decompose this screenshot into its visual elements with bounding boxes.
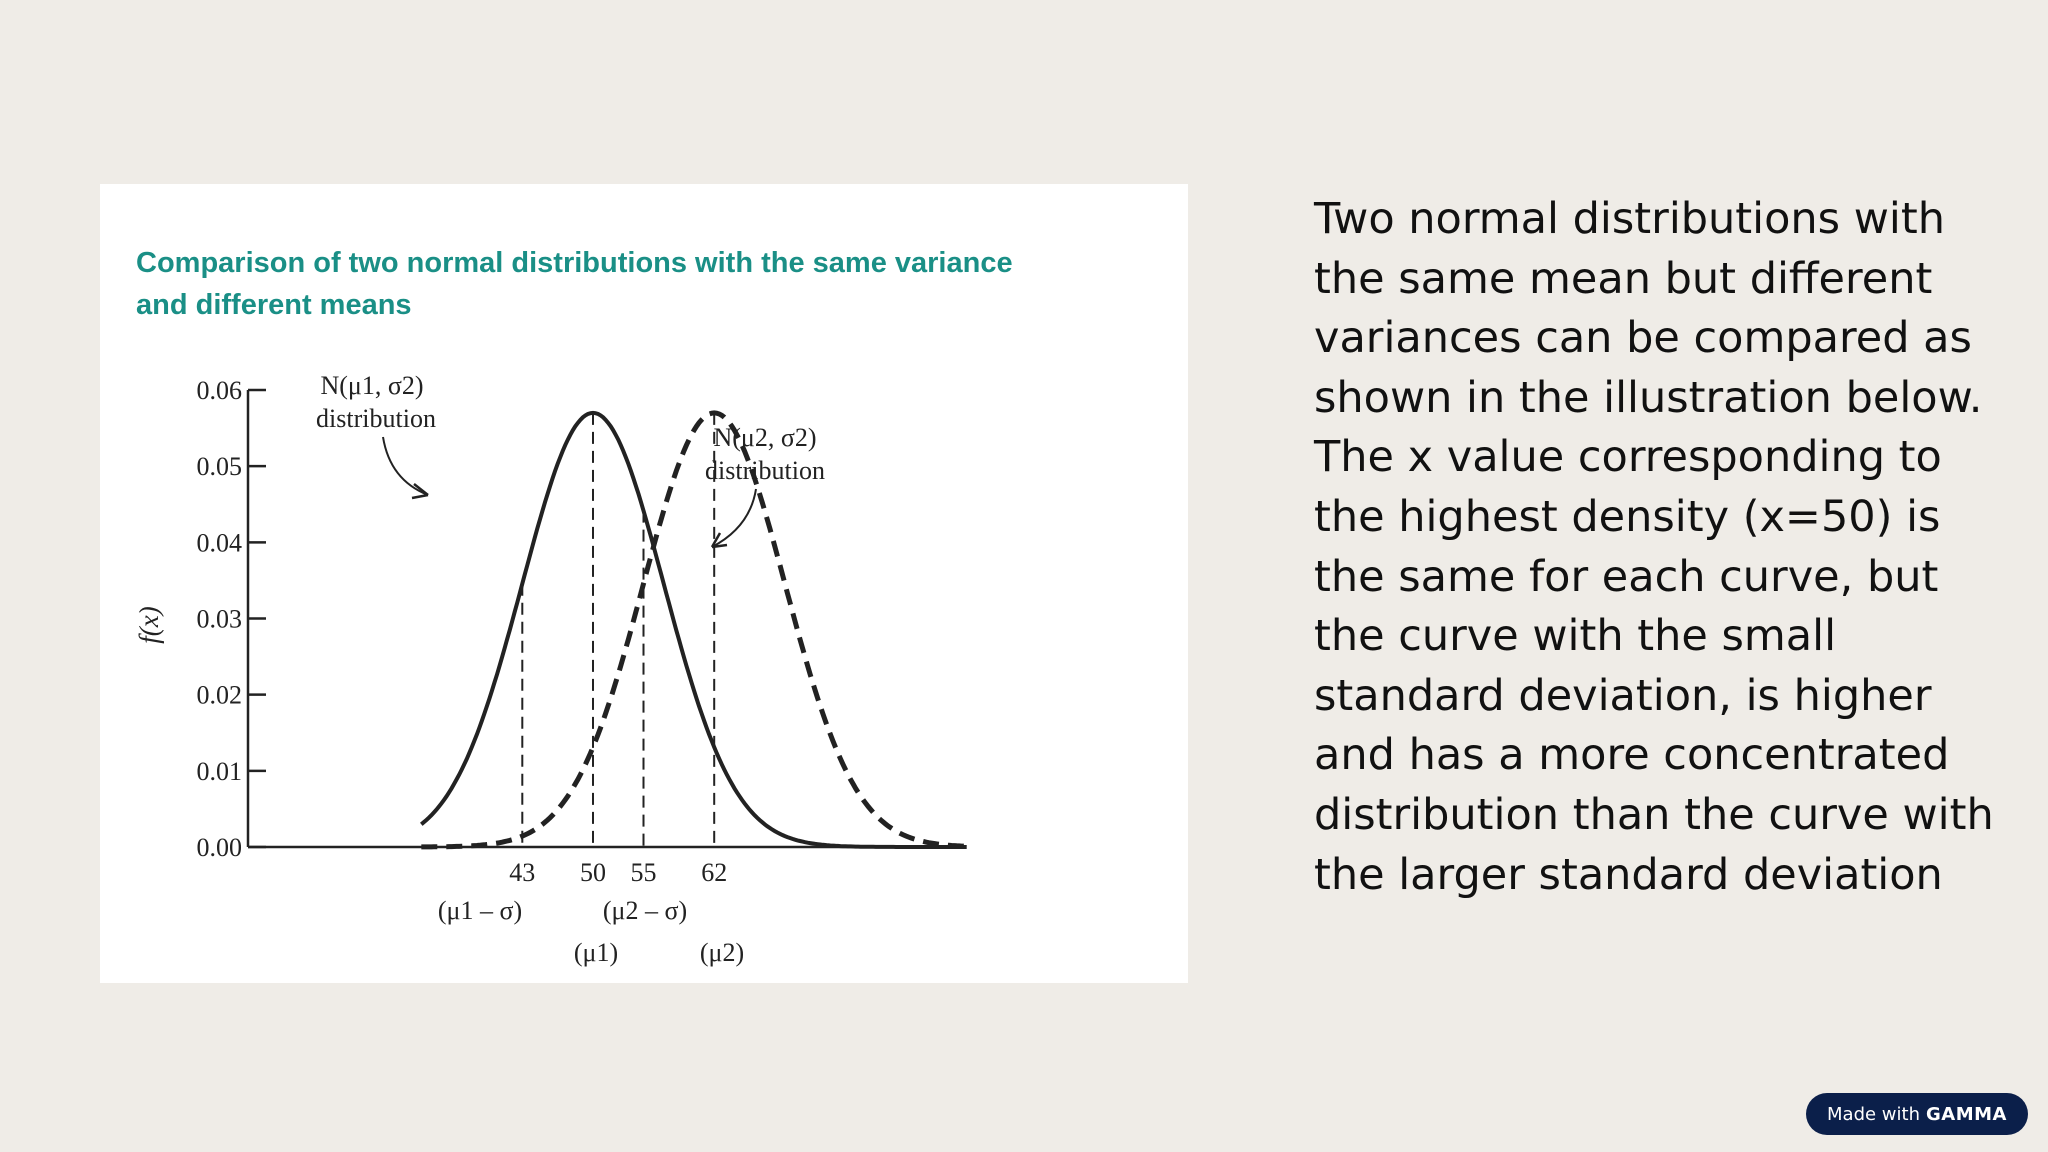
- y-tick-label: 0.06: [197, 376, 243, 405]
- y-tick-label: 0.00: [197, 833, 243, 862]
- x-tick-label: 50: [580, 858, 606, 887]
- x-tick-sublabel: (μ1): [574, 938, 618, 967]
- annotation-mu1-arrowhead: [411, 483, 429, 500]
- annotation-mu2-arrow: [711, 488, 757, 548]
- y-axis-label: f(x): [134, 606, 164, 643]
- description-text: Two normal distributions with the same m…: [1314, 194, 1994, 900]
- x-tick-sublabel: (μ2): [700, 938, 744, 967]
- series-line-mu1: [420, 410, 967, 849]
- tick-labels: 0.00 0.01 0.02 0.03 0.04 0.05 0.06 43 50 55 62 (μ1 …: [197, 376, 745, 967]
- x-tick-label: 55: [631, 858, 657, 887]
- y-tick-label: 0.05: [197, 452, 243, 481]
- figure-title-line2: and different means: [136, 289, 412, 321]
- reference-lines: [521, 412, 716, 847]
- annotation-mu2-line1: N(μ2, σ2): [713, 423, 816, 452]
- badge-brand: GAMMA: [1926, 1103, 2007, 1125]
- annotation-mu1-line1: N(μ1, σ2): [320, 371, 423, 400]
- x-tick-sublabel: (μ2 – σ): [603, 896, 687, 925]
- made-with-gamma-badge[interactable]: Made with GAMMA: [1806, 1093, 2028, 1135]
- figure-card: Comparison of two normal distributions w…: [100, 184, 1188, 983]
- annotation-mu2-line2: distribution: [705, 456, 825, 485]
- series-line-mu2: [421, 410, 967, 850]
- badge-prefix: Made with: [1827, 1103, 1920, 1125]
- x-tick-sublabel: (μ1 – σ): [438, 896, 522, 925]
- y-tick-label: 0.01: [197, 757, 243, 786]
- figure-title: Comparison of two normal distributions w…: [136, 242, 1076, 326]
- y-tick-label: 0.02: [197, 681, 243, 710]
- annotation-mu2-arrowhead: [710, 532, 728, 549]
- x-tick-label: 43: [509, 858, 535, 887]
- annotation-mu1-arrow: [382, 436, 429, 496]
- y-tick-label: 0.03: [197, 605, 243, 634]
- figure-title-line1: Comparison of two normal distributions w…: [136, 247, 1013, 279]
- x-tick-label: 62: [701, 858, 727, 887]
- normal-distribution-chart: 0.00 0.01 0.02 0.03 0.04 0.05 0.06 43 50 55 62 (μ1 …: [134, 371, 967, 967]
- y-tick-label: 0.04: [197, 528, 243, 557]
- chart-axes: [246, 388, 950, 849]
- annotation-mu1-line2: distribution: [316, 404, 436, 433]
